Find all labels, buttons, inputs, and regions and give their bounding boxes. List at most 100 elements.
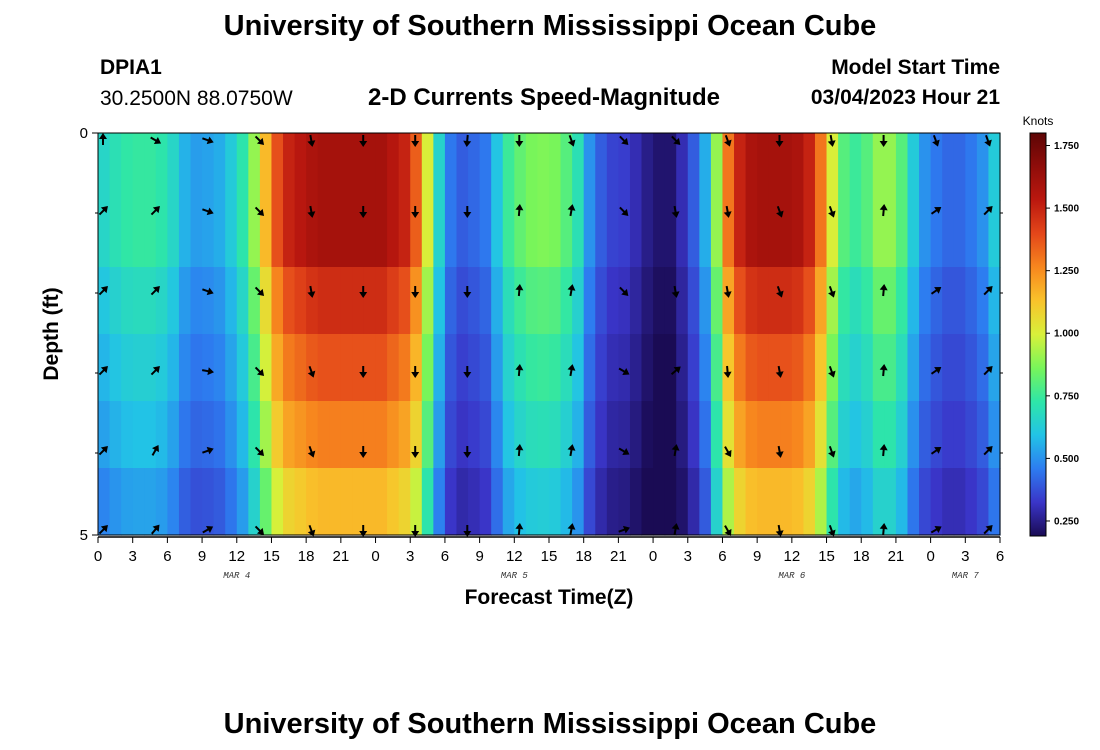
- heat-cell: [953, 133, 966, 201]
- heat-cell: [144, 133, 157, 201]
- heat-cell: [965, 334, 978, 402]
- heat-cell: [421, 133, 434, 201]
- heat-cell: [294, 267, 307, 335]
- arrow-head: [463, 212, 472, 218]
- arrow-head: [828, 290, 836, 298]
- heat-cell: [317, 133, 330, 201]
- arrow-head: [567, 204, 576, 211]
- heat-cell: [572, 267, 585, 335]
- heat-cell: [653, 468, 666, 536]
- heat-cell: [722, 401, 735, 469]
- heat-cell: [294, 401, 307, 469]
- heat-cell: [872, 334, 885, 402]
- heat-cell: [491, 401, 504, 469]
- arrow-head: [515, 141, 524, 147]
- heat-cell: [722, 267, 735, 335]
- heat-cell: [202, 200, 215, 268]
- heat-cell: [456, 401, 469, 469]
- page-title: University of Southern Mississippi Ocean…: [223, 10, 877, 42]
- arrow-head: [152, 286, 160, 294]
- current-arrow: [723, 365, 732, 378]
- heat-cell: [98, 133, 111, 201]
- heat-cell: [433, 200, 446, 268]
- current-arrow: [463, 366, 472, 378]
- heat-cell: [549, 200, 562, 268]
- heat-cell: [942, 401, 955, 469]
- heat-cell: [225, 200, 238, 268]
- heat-cell: [722, 468, 735, 536]
- heat-cell: [167, 468, 180, 536]
- heat-cell: [444, 133, 458, 201]
- x-tick-label: 6: [163, 548, 171, 565]
- heat-cell: [664, 334, 677, 402]
- heat-cell: [907, 401, 920, 469]
- x-tick-label: 0: [371, 548, 379, 565]
- heat-cell: [398, 334, 411, 402]
- heat-cell: [340, 334, 354, 402]
- heat-cell: [826, 200, 839, 268]
- arrow-head: [152, 366, 160, 374]
- heat-cell: [872, 468, 885, 536]
- heat-cell: [121, 200, 134, 268]
- heat-cell: [710, 334, 724, 402]
- heat-cell: [803, 200, 816, 268]
- heat-cell: [444, 401, 458, 469]
- heat-cell: [780, 401, 793, 469]
- heat-cell: [144, 267, 157, 335]
- heat-cell: [468, 133, 481, 201]
- heat-cell: [283, 267, 296, 335]
- current-arrow: [670, 366, 681, 375]
- heat-cell: [687, 334, 700, 402]
- colorbar: [1029, 132, 1047, 537]
- heat-cell: [398, 200, 411, 268]
- heat-cell: [202, 468, 215, 536]
- heat-cell: [352, 401, 365, 469]
- heat-cell: [942, 267, 955, 335]
- heat-cell: [791, 468, 805, 536]
- x-tick-label: 0: [94, 548, 102, 565]
- heat-cell: [525, 133, 539, 201]
- heat-cell: [595, 468, 608, 536]
- heat-cell: [572, 133, 585, 201]
- arrow-head: [984, 139, 992, 147]
- heat-cell: [167, 200, 180, 268]
- x-tick-label: 18: [298, 548, 315, 565]
- heat-cell: [664, 267, 677, 335]
- heat-cell: [98, 200, 111, 268]
- heat-cell: [144, 401, 157, 469]
- heat-cell: [919, 133, 932, 201]
- current-arrow: [879, 523, 888, 536]
- arrow-head: [100, 446, 108, 454]
- heat-cell: [872, 401, 885, 469]
- heat-cell: [745, 334, 758, 402]
- heat-cell: [190, 468, 203, 536]
- heat-cell: [537, 401, 550, 469]
- current-arrow: [775, 524, 784, 537]
- heat-cell: [676, 401, 689, 469]
- heat-cell: [294, 133, 307, 201]
- colorbar-tick-label: 1.750: [1054, 141, 1079, 152]
- heat-cell: [687, 200, 700, 268]
- model-start-label: Model Start Time: [831, 56, 1000, 79]
- heat-cell: [317, 401, 330, 469]
- heat-cell: [942, 200, 955, 268]
- current-arrow: [983, 525, 993, 535]
- heat-cell: [826, 401, 839, 469]
- heat-cell: [525, 267, 539, 335]
- heat-cell: [363, 334, 377, 402]
- heat-cell: [745, 200, 758, 268]
- heat-cell: [884, 334, 897, 402]
- arrow-head: [723, 291, 732, 298]
- heat-cell: [132, 133, 145, 201]
- heat-cell: [155, 200, 168, 268]
- heat-cell: [965, 133, 978, 201]
- heat-cell: [109, 200, 122, 268]
- arrow-head: [463, 452, 472, 458]
- heat-cell: [803, 401, 816, 469]
- footer-title: University of Southern Mississippi Ocean…: [223, 708, 877, 740]
- current-arrow: [619, 135, 629, 145]
- arrow-head: [359, 531, 368, 537]
- heat-cell: [884, 468, 897, 536]
- current-arrow: [567, 523, 576, 536]
